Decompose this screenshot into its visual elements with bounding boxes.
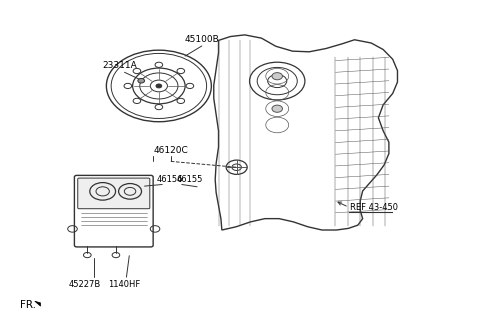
Text: REF 43-450: REF 43-450 [350,203,398,213]
Text: 45227B: 45227B [69,280,101,289]
Text: 46155: 46155 [177,174,204,183]
Text: 46120C: 46120C [153,146,188,155]
Circle shape [156,84,162,88]
Polygon shape [214,35,397,230]
FancyBboxPatch shape [78,178,150,209]
FancyBboxPatch shape [74,175,153,247]
Circle shape [138,78,144,83]
Text: 46156: 46156 [156,174,183,183]
Circle shape [272,72,282,80]
Polygon shape [35,301,40,306]
Text: 1140HF: 1140HF [108,280,141,289]
Text: FR.: FR. [21,300,36,311]
Circle shape [272,105,282,112]
Text: 45100B: 45100B [184,35,219,44]
Text: 23311A: 23311A [102,61,137,70]
